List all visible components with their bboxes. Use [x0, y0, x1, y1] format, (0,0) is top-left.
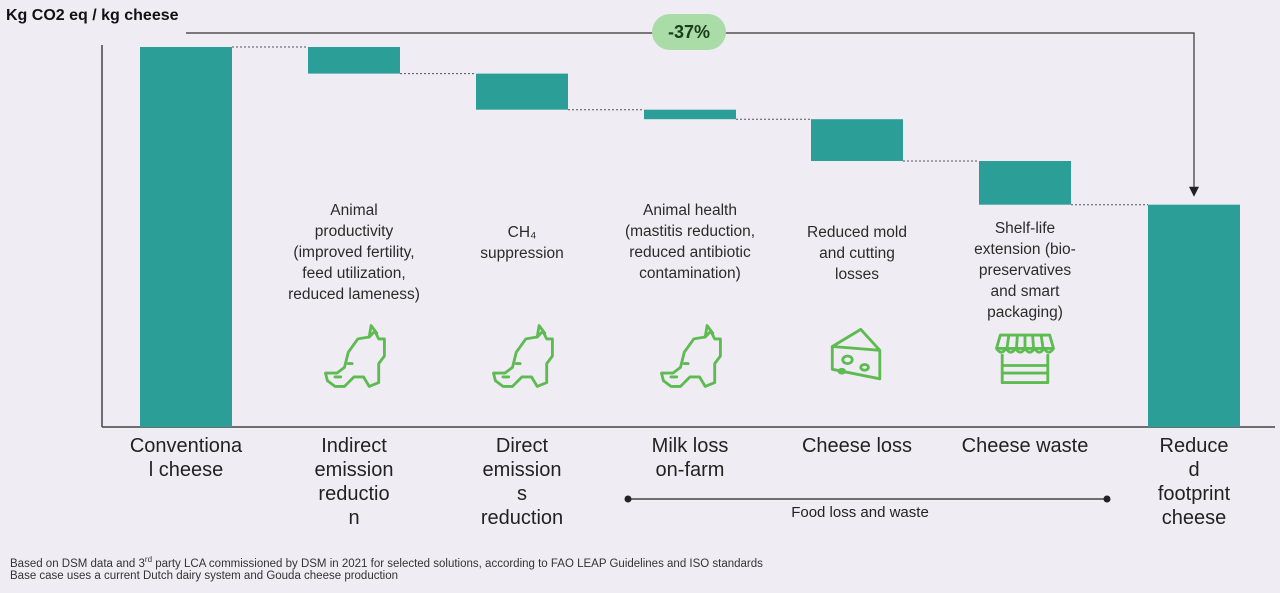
cheese-icon: [819, 318, 895, 394]
bracket-right-dot: [1103, 495, 1111, 503]
lever-description-5: Shelf-life extension (bio- preservatives…: [974, 220, 1076, 321]
bar-2: [308, 47, 400, 74]
category-label-2: Indirect emission reductio n: [314, 435, 394, 529]
reduction-arrow-head: [1189, 186, 1199, 197]
food-loss-bracket-label: Food loss and waste: [791, 504, 929, 521]
market-stall-icon: [987, 318, 1063, 394]
reduction-arrow-line: [186, 32, 1195, 189]
reduction-badge: -37%: [652, 14, 726, 50]
footnote-2: Base case uses a current Dutch dairy sys…: [10, 570, 399, 582]
lever-description-2: CH₄ suppression: [480, 224, 564, 262]
footnote-1-part-b: party LCA commissioned by DSM in 2021 fo…: [152, 557, 763, 570]
category-label-1: Conventiona l cheese: [129, 435, 243, 481]
bracket-left-dot: [624, 495, 632, 503]
bar-4: [644, 109, 736, 120]
footnote-1: Based on DSM data and 3rd party LCA comm…: [10, 555, 763, 570]
bar-6: [979, 161, 1071, 205]
lever-description-3: Animal health (mastitis reduction, reduc…: [624, 202, 756, 282]
bar-3: [476, 73, 568, 110]
category-label-3: Direct emission s reduction: [480, 435, 564, 529]
category-label-7: Reduce d footprint cheese: [1157, 435, 1231, 529]
cow-head-icon: [652, 318, 728, 394]
category-label-6: Cheese waste: [961, 435, 1089, 457]
bar-7: [1148, 204, 1240, 427]
cow-head-icon: [316, 318, 392, 394]
category-label-4: Milk loss on-farm: [651, 435, 729, 481]
footnote-1-sup: rd: [144, 555, 153, 564]
cow-head-icon: [484, 318, 560, 394]
bar-5: [811, 119, 903, 161]
lever-description-4: Reduced mold and cutting losses: [807, 224, 907, 283]
lever-description-1: Animal productivity (improved fertility,…: [288, 202, 420, 303]
bar-1: [140, 47, 232, 427]
footnote-1-part-a: Based on DSM data and 3: [10, 557, 145, 570]
y-axis-label: Kg CO2 eq / kg cheese: [6, 7, 179, 24]
category-label-5: Cheese loss: [801, 435, 913, 457]
